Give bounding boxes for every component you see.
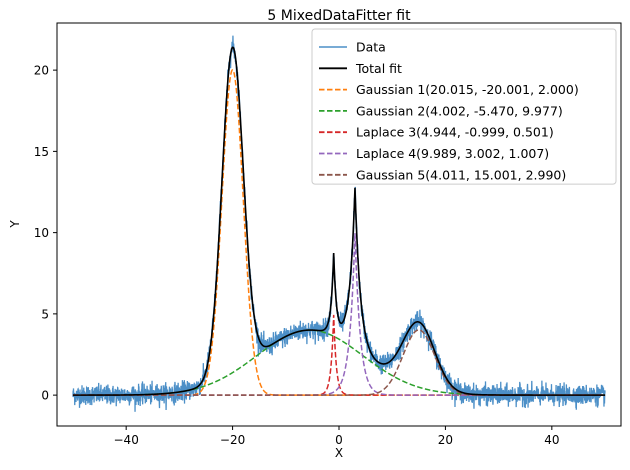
legend-label: Data [356, 40, 386, 55]
y-axis-label: Y [8, 220, 22, 229]
x-tick-label: 40 [544, 433, 559, 447]
chart-title: 5 MixedDataFitter fit [267, 8, 411, 24]
y-tick-label: 0 [41, 389, 49, 403]
plot-area [72, 35, 606, 412]
legend-label: Total fit [355, 61, 402, 76]
y-tick-label: 5 [41, 307, 49, 321]
x-tick-label: −20 [220, 433, 245, 447]
legend-label: Gaussian 5(4.011, 15.001, 2.990) [356, 167, 566, 182]
x-tick-label: 20 [438, 433, 453, 447]
legend-label: Laplace 4(9.989, 3.002, 1.007) [356, 146, 549, 161]
x-tick-label: −40 [114, 433, 139, 447]
y-tick-label: 15 [34, 145, 49, 159]
y-tick-label: 10 [34, 226, 49, 240]
y-tick-label: 20 [34, 64, 49, 78]
y-axis: 0 5 10 15 20 [34, 64, 57, 403]
legend-box [311, 28, 617, 185]
series-component-3-line [72, 314, 606, 396]
x-axis-label: X [335, 446, 343, 460]
series-component-4-line [72, 233, 606, 396]
x-tick-label: 0 [335, 433, 343, 447]
legend-label: Gaussian 1(20.015, -20.001, 2.000) [356, 82, 579, 97]
legend-label: Gaussian 2(4.002, -5.470, 9.977) [356, 103, 563, 118]
legend: Data Total fit Gaussian 1(20.015, -20.001,… [311, 28, 617, 185]
legend-label: Laplace 3(4.944, -0.999, 0.501) [356, 125, 554, 140]
series-total-fit-line [72, 46, 606, 396]
x-axis: −40 −20 0 20 40 [114, 426, 559, 447]
